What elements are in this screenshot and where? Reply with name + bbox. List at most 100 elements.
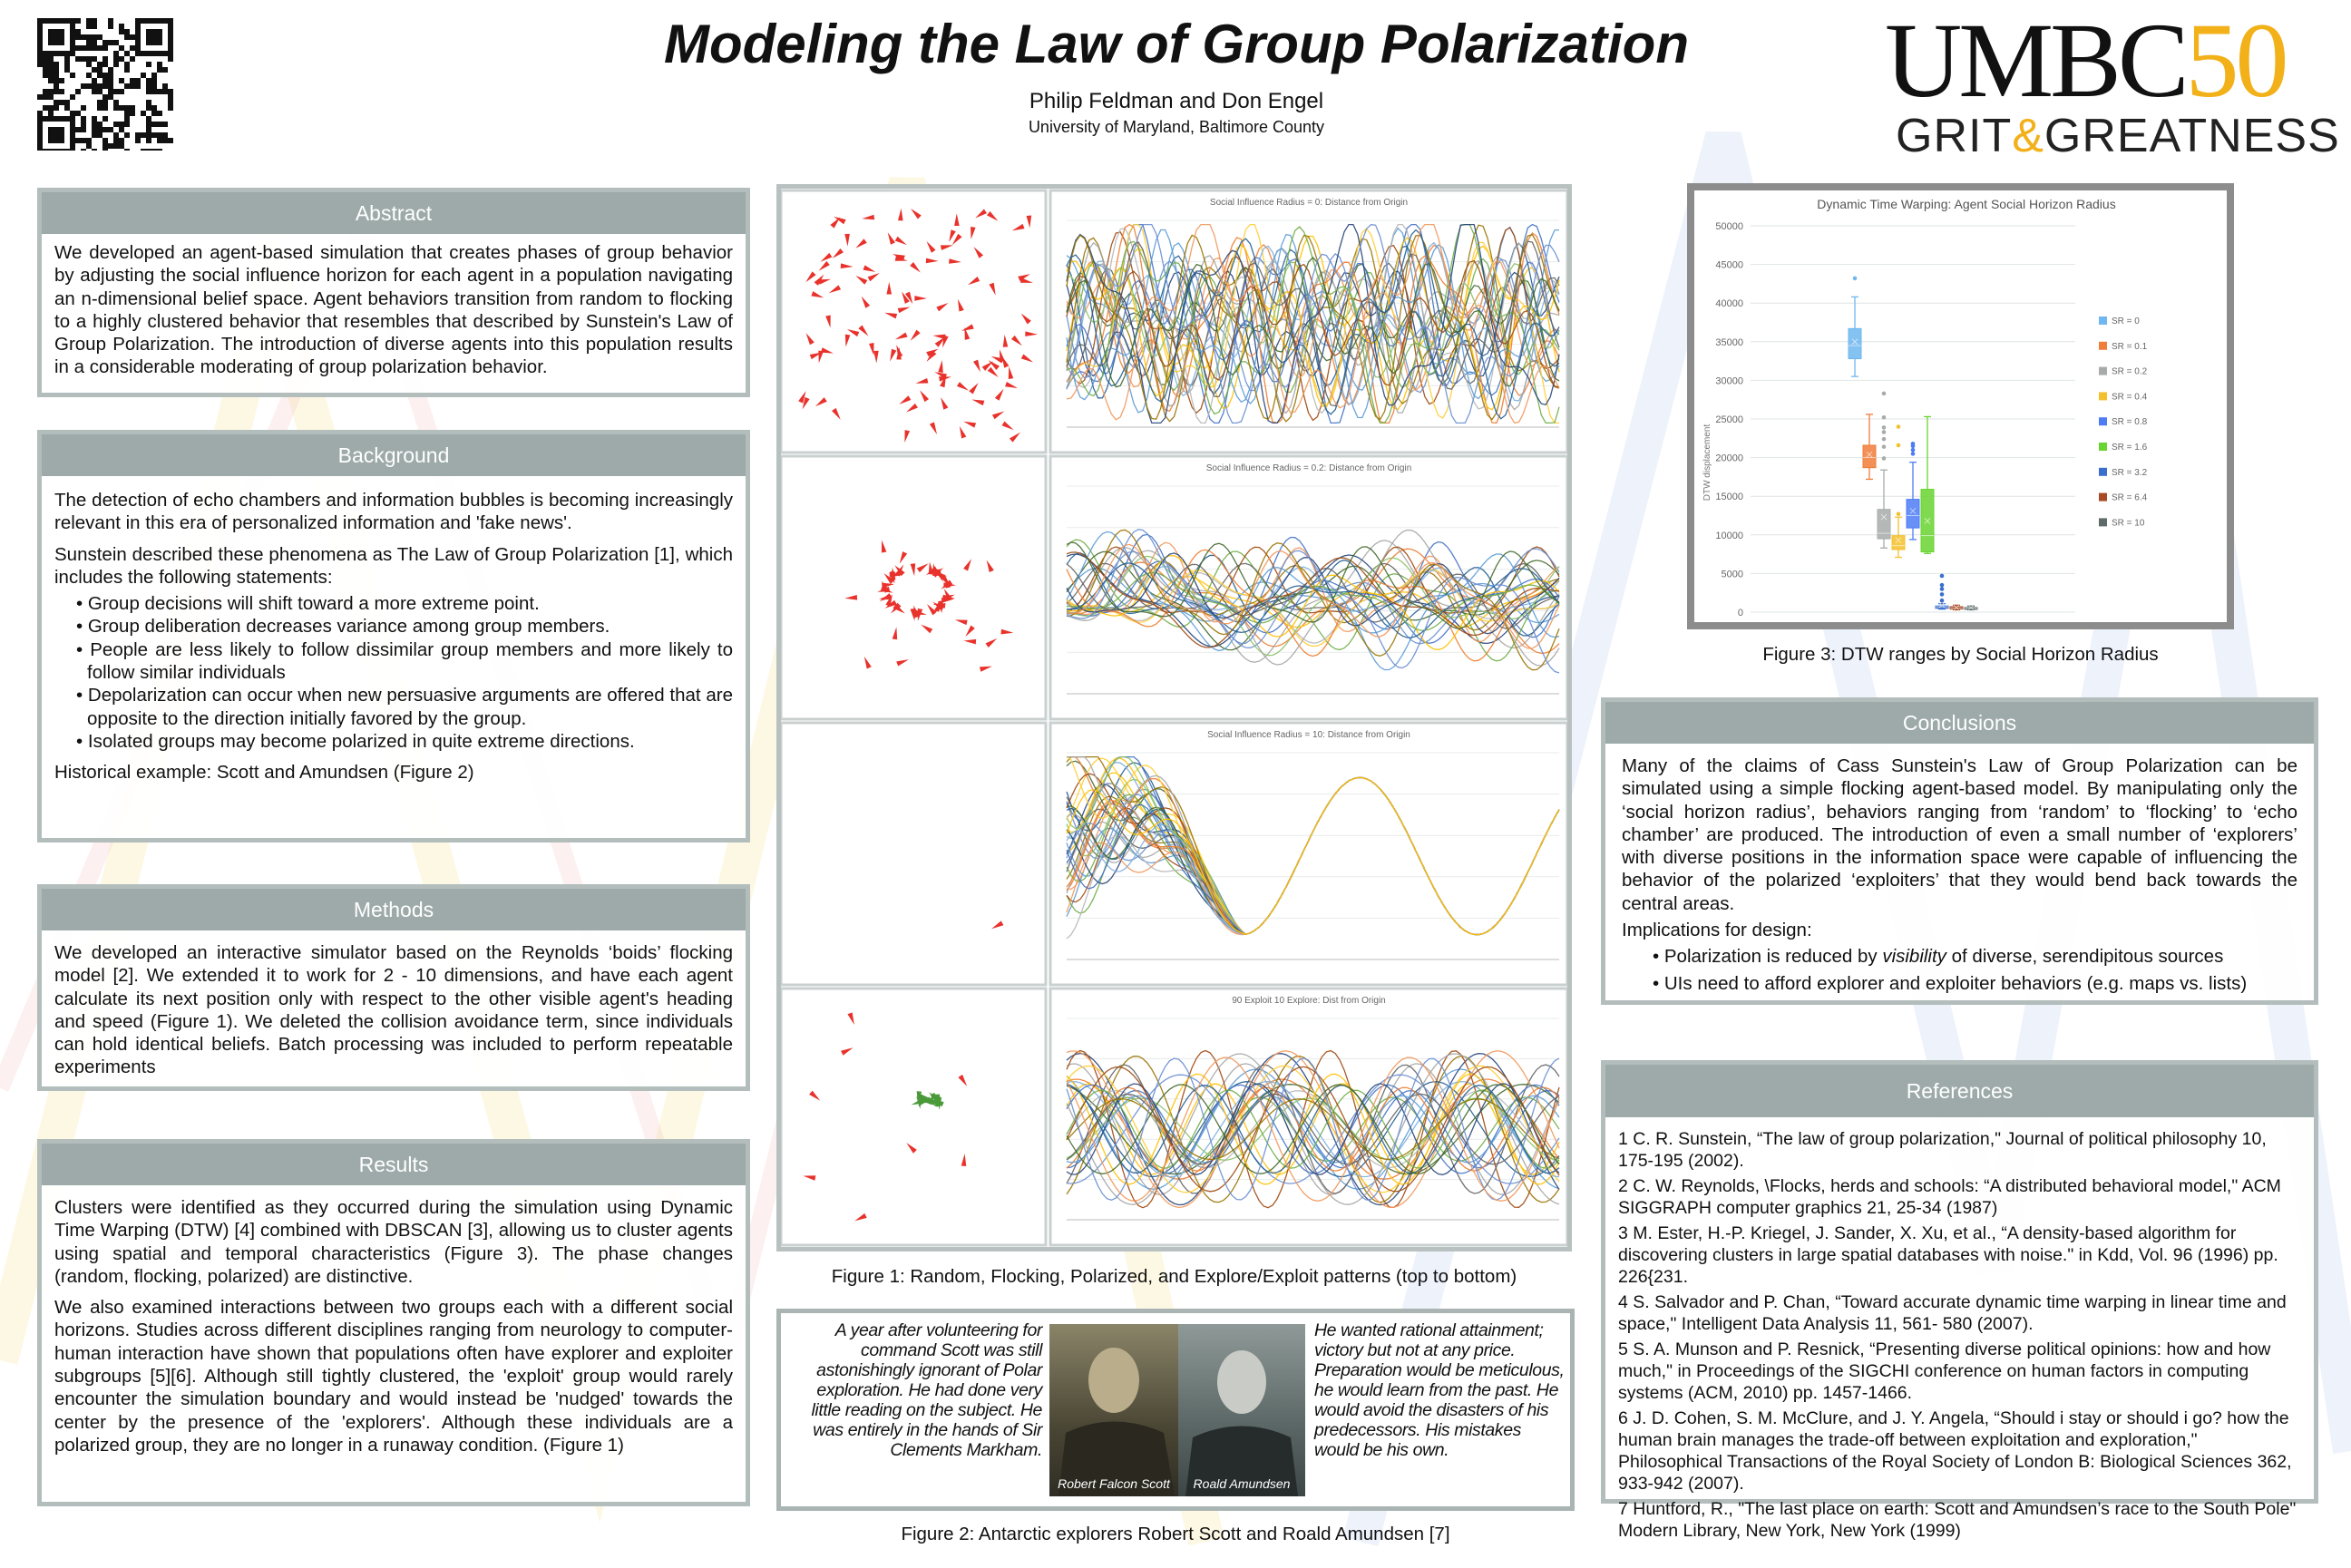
box-sr-6-4: [1949, 604, 1964, 611]
agent-arrow: [879, 594, 892, 600]
amundsen-label: Roald Amundsen: [1193, 1476, 1291, 1491]
agent-arrow: [818, 278, 832, 285]
qr-module: [92, 116, 97, 122]
agent-arrow: [1000, 628, 1014, 635]
qr-module: [141, 111, 146, 116]
qr-module: [64, 18, 70, 24]
agent-arrow: [1005, 381, 1018, 388]
reference-item: 1 C. R. Sunstein, “The law of group pola…: [1618, 1129, 2267, 1171]
qr-module: [81, 56, 86, 62]
poster-title: Modeling the Law of Group Polarization: [664, 14, 1689, 74]
qr-module: [37, 132, 43, 138]
background-p3: Historical example: Scott and Amundsen (…: [54, 762, 474, 784]
umbc-logo: UMBC50 GRIT&GREATNESS: [1885, 7, 2339, 163]
qr-module: [86, 83, 92, 89]
background-bullet: • Group deliberation decreases variance …: [76, 616, 610, 638]
qr-module: [146, 116, 151, 122]
qr-module: [162, 83, 168, 89]
figure-2: A year after volunteering for command Sc…: [776, 1309, 1575, 1511]
qr-module: [48, 34, 54, 40]
qr-module: [97, 100, 102, 105]
qr-module: [151, 149, 157, 151]
agent-arrow: [906, 1143, 917, 1154]
qr-module: [92, 67, 97, 73]
bullet-emphasis: visibility: [1882, 946, 1946, 968]
reference-item: 3 M. Ester, H.-P. Kriegel, J. Sander, X.…: [1618, 1223, 2278, 1287]
qr-module: [64, 51, 70, 56]
agent-arrow: [1026, 215, 1032, 229]
agent-arrow: [832, 248, 844, 258]
qr-module: [146, 149, 151, 151]
qr-code[interactable]: [37, 18, 173, 151]
qr-module: [48, 149, 54, 151]
agent-arrow: [886, 281, 893, 295]
qr-module: [146, 34, 151, 40]
qr-module: [43, 73, 48, 78]
series-line: [1066, 223, 1560, 424]
authors: Philip Feldman and Don Engel: [1029, 89, 1324, 113]
agent-arrow: [844, 233, 850, 247]
qr-module: [81, 127, 86, 132]
qr-module: [97, 83, 102, 89]
background-bullet: • Isolated groups may become polarized i…: [76, 730, 635, 752]
chart-title: Dynamic Time Warping: Agent Social Horiz…: [1817, 197, 2115, 211]
qr-module: [119, 78, 124, 83]
agent-arrow: [941, 397, 949, 410]
agent-arrow: [971, 226, 976, 239]
agent-arrow: [809, 352, 823, 360]
qr-module: [157, 122, 162, 127]
outlier-point: [1939, 592, 1945, 597]
qr-module: [113, 122, 119, 127]
series-line: [1066, 1085, 1560, 1174]
series-line: [1066, 229, 1560, 420]
qr-module: [92, 24, 97, 29]
qr-module: [70, 94, 75, 100]
qr-module: [37, 40, 43, 45]
qr-module: [59, 34, 64, 40]
outlier-point: [1910, 441, 1916, 446]
mean-marker: [1967, 604, 1975, 611]
agent-arrow: [844, 334, 851, 347]
agent-arrow: [934, 372, 948, 379]
qr-module: [108, 40, 113, 45]
qr-module: [75, 34, 81, 40]
qr-module: [54, 29, 59, 34]
qr-module: [119, 56, 124, 62]
qr-module: [86, 18, 92, 24]
qr-module: [108, 83, 113, 89]
legend-label: SR = 6.4: [2112, 493, 2148, 503]
outlier-point: [1881, 414, 1887, 420]
qr-module: [108, 78, 113, 83]
qr-module: [59, 29, 64, 34]
series-line: [1066, 1083, 1560, 1175]
abstract-heading: Abstract: [42, 192, 746, 234]
series-line: [1066, 1053, 1560, 1205]
legend-label: SR = 0: [2112, 317, 2140, 326]
y-tick-label: 15000: [1715, 492, 1743, 502]
agent-arrow: [867, 272, 880, 282]
qr-module: [64, 105, 70, 111]
qr-module: [135, 78, 141, 83]
box-sr-1-6: [1920, 415, 1935, 554]
qr-module: [151, 34, 157, 40]
qr-module: [43, 94, 48, 100]
outlier-point: [1939, 587, 1945, 591]
qr-module: [135, 83, 141, 89]
qr-module: [54, 83, 59, 89]
qr-module: [59, 132, 64, 138]
qr-module: [157, 34, 162, 40]
qr-module: [102, 62, 108, 67]
legend-swatch: [2099, 518, 2107, 527]
qr-module: [48, 62, 54, 67]
qr-module: [162, 67, 168, 73]
agent-arrow: [986, 560, 994, 573]
qr-module: [124, 132, 130, 138]
agent-arrow: [934, 336, 946, 347]
qr-module: [70, 149, 75, 151]
series-line: [1066, 1093, 1560, 1165]
series-line: [1066, 569, 1560, 648]
background-p1: The detection of echo chambers and infor…: [54, 490, 733, 534]
y-tick-label: 0: [1738, 608, 1743, 618]
agent-arrow: [858, 325, 869, 336]
agent-arrow: [841, 1047, 854, 1056]
